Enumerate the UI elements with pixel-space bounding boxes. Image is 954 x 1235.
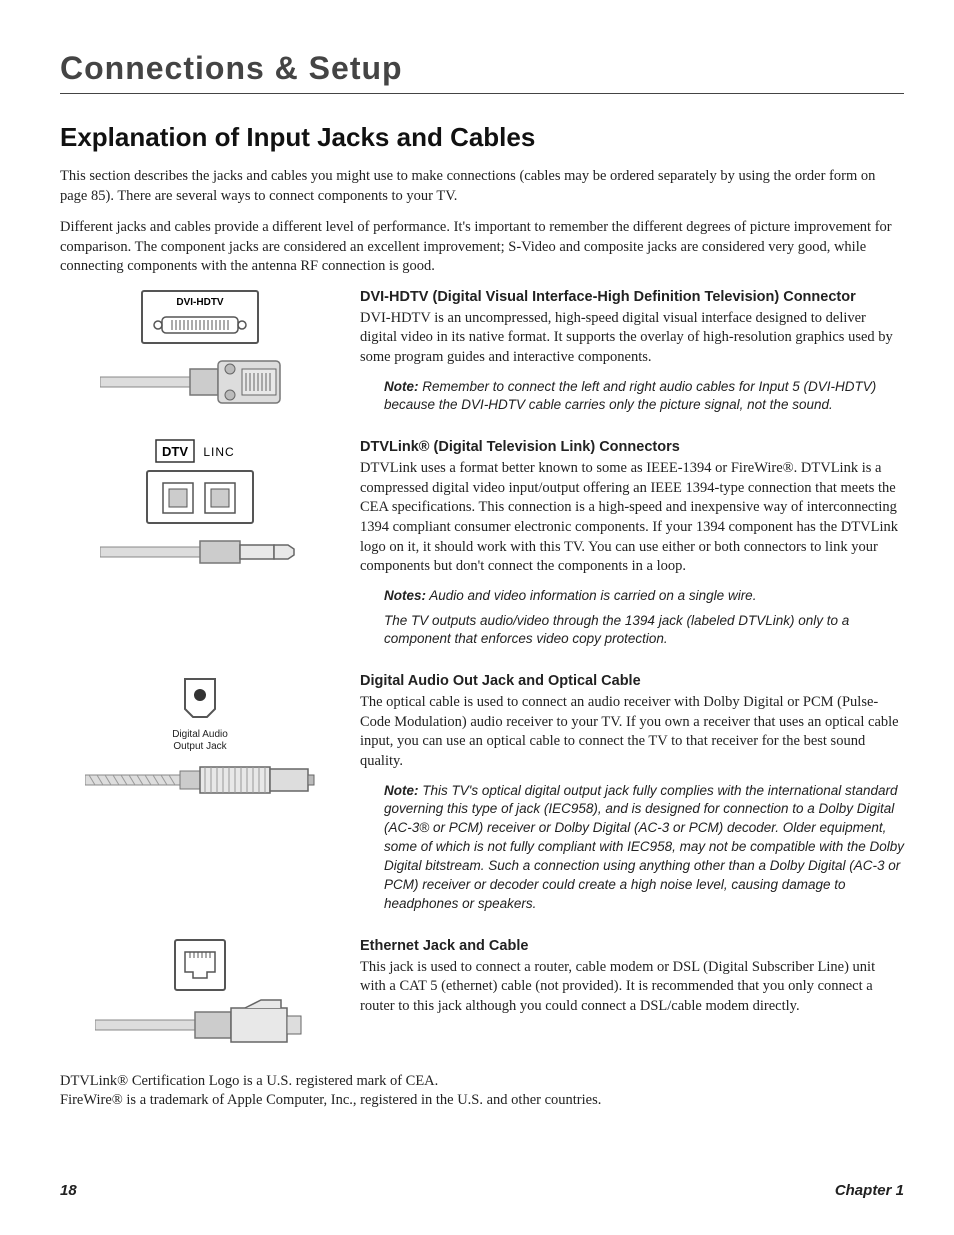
dvi-jack-icon: DVI-HDTV [140,289,260,345]
optical-caption: Digital Audio Output Jack [172,729,228,753]
dtv-note1: Audio and video information is carried o… [426,588,756,603]
trademark-1: DTVLink® Certification Logo is a U.S. re… [60,1072,904,1092]
intro-p1: This section describes the jacks and cab… [60,167,904,206]
dvi-body: DVI-HDTV is an uncompressed, high-speed … [360,309,904,368]
dvi-jack-label: DVI-HDTV [176,297,224,308]
section-audio: Digital Audio Output Jack Digital Audio … [60,673,904,923]
trademarks: DTVLink® Certification Logo is a U.S. re… [60,1072,904,1111]
note-label: Note: [384,783,419,798]
page-footer: 18 Chapter 1 [60,1182,904,1199]
dtvlink-logo-icon: DTV LINC [155,439,245,463]
section-dtv: DTV LINC DTVLink® (Digital Television Li… [60,439,904,659]
section-ethernet: Ethernet Jack and Cable This jack is use… [60,938,904,1048]
audio-heading: Digital Audio Out Jack and Optical Cable [360,673,904,689]
intro-block: This section describes the jacks and cab… [60,167,904,277]
dtv-note2: The TV outputs audio/video through the 1… [384,612,904,650]
dtv-body: DTVLink uses a format better known to so… [360,459,904,576]
dvi-heading: DVI-HDTV (Digital Visual Interface-High … [360,289,904,305]
note-label: Note: [384,379,419,394]
dtv-notes: Notes: Audio and video information is ca… [360,587,904,650]
intro-p2: Different jacks and cables provide a dif… [60,218,904,277]
dvi-note: Note: Remember to connect the left and r… [360,378,904,416]
dtvlink-cable-icon [100,531,300,571]
ethernet-jack-icon [173,938,227,992]
audio-note-text: This TV's optical digital output jack fu… [384,783,904,911]
trademark-2: FireWire® is a trademark of Apple Comput… [60,1091,904,1111]
dtv-heading: DTVLink® (Digital Television Link) Conne… [360,439,904,455]
dtv-logo-right: LINC [203,445,234,459]
dvi-note-text: Remember to connect the left and right a… [384,379,876,413]
section-dvi: DVI-HDTV DVI-HDTV (Digit [60,289,904,425]
ethernet-heading: Ethernet Jack and Cable [360,938,904,954]
ethernet-cable-icon [95,998,305,1048]
note-label: Notes: [384,588,426,603]
optical-jack-icon [175,673,225,723]
page-title: Explanation of Input Jacks and Cables [60,122,904,153]
audio-body: The optical cable is used to connect an … [360,693,904,771]
optical-cable-icon [85,759,315,799]
audio-note: Note: This TV's optical digital output j… [360,782,904,914]
ethernet-body: This jack is used to connect a router, c… [360,958,904,1017]
chapter-title: Connections & Setup [60,50,904,94]
chapter-label: Chapter 1 [835,1182,904,1199]
dtvlink-jack-icon [145,469,255,525]
dtv-logo-left: DTV [162,444,188,459]
dvi-cable-icon [100,351,300,411]
page-number: 18 [60,1182,77,1199]
